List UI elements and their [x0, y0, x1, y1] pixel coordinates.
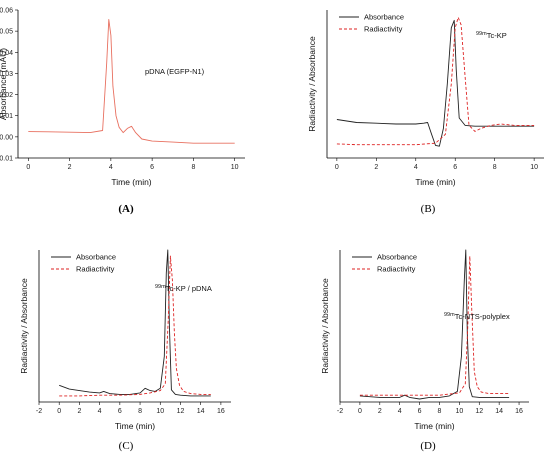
x-axis-label: Time (min) [115, 421, 155, 431]
x-tick-label: 8 [493, 164, 497, 171]
x-tick-label: 16 [217, 408, 225, 415]
x-tick-label: 16 [515, 408, 523, 415]
legend-label: Absorbance [364, 13, 404, 22]
absorbance-series-line [59, 249, 211, 397]
x-tick-label: -2 [36, 408, 42, 415]
y-tick-label: -0.01 [0, 156, 13, 163]
panel-label: (B) [421, 203, 436, 215]
y-axis-label: Radiactivity / Absorbance [19, 278, 29, 374]
x-tick-label: 6 [118, 408, 122, 415]
legend-label: Radiactivity [364, 25, 403, 34]
x-axis-label: Time (min) [415, 177, 455, 187]
x-tick-label: 0 [57, 408, 61, 415]
x-axis-label: Time (min) [111, 177, 151, 187]
panel-d: -2 0 2 4 6 8 10 12 14 16 Time (min) Radiactivity / … [320, 249, 529, 452]
panel-b: 0 2 4 6 8 10 Time (min) Radiactivity / Absorban… [307, 10, 544, 215]
radiactivity-series-line [59, 255, 211, 397]
peak-annotation: 99mTc-KP [476, 31, 507, 40]
x-tick-label: 4 [414, 164, 418, 171]
x-tick-label: -2 [337, 408, 343, 415]
radiactivity-series-line [359, 255, 510, 396]
x-tick-label: 6 [453, 164, 457, 171]
x-tick-label: 6 [418, 408, 422, 415]
panel-a: 0 2 4 6 8 10 -0.01 0.00 0.01 0.02 0.03 0.04 0.05 0.06… [0, 8, 245, 215]
trace-series-line [28, 19, 235, 144]
y-tick-label: 0.02 [0, 92, 13, 99]
x-tick-label: 6 [150, 164, 154, 171]
x-tick-label: 14 [495, 408, 503, 415]
legend-label: Absorbance [76, 253, 116, 262]
y-tick-label: 0.06 [0, 8, 13, 15]
x-tick-label: 4 [398, 408, 402, 415]
x-tick-label: 0 [335, 164, 339, 171]
x-tick-label: 2 [77, 408, 81, 415]
y-axis-label: Absorbance (mAU) [0, 48, 8, 120]
x-tick-label: 0 [26, 164, 30, 171]
y-tick-label: 0.04 [0, 50, 13, 57]
panel-label: (D) [420, 440, 436, 452]
y-tick-label: 0.05 [0, 29, 13, 36]
x-tick-label: 4 [98, 408, 102, 415]
x-tick-label: 10 [455, 408, 463, 415]
absorbance-series-line [336, 19, 535, 147]
x-tick-label: 12 [475, 408, 483, 415]
peak-annotation: pDNA (EGFP-N1) [145, 67, 205, 76]
x-tick-label: 14 [197, 408, 205, 415]
x-tick-label: 8 [138, 408, 142, 415]
x-tick-label: 4 [109, 164, 113, 171]
absorbance-series-line [359, 249, 510, 400]
legend-label: Absorbance [377, 253, 417, 262]
y-axis-label: Radiactivity / Absorbance [320, 278, 330, 374]
x-tick-label: 12 [177, 408, 185, 415]
peak-annotation: 99mTc-NTS-polyplex [444, 312, 510, 321]
panel-label: (C) [119, 440, 134, 452]
x-tick-label: 10 [231, 164, 239, 171]
x-tick-label: 8 [191, 164, 195, 171]
y-tick-label: 0.01 [0, 113, 13, 120]
x-tick-label: 0 [358, 408, 362, 415]
y-tick-label: 0.00 [0, 134, 13, 141]
y-tick-label: 0.03 [0, 71, 13, 78]
x-tick-label: 2 [374, 164, 378, 171]
peak-annotation: 99mTc-KP / pDNA [155, 284, 212, 293]
x-tick-label: 10 [530, 164, 538, 171]
x-tick-label: 2 [378, 408, 382, 415]
y-axis-label: Radiactivity / Absorbance [307, 36, 317, 132]
x-tick-label: 2 [68, 164, 72, 171]
legend-label: Radiactivity [377, 265, 416, 274]
panel-label: (A) [118, 203, 134, 215]
panel-c: -2 0 2 4 6 8 10 12 14 16 Time (min) Radiactivity / … [19, 249, 231, 452]
x-tick-label: 8 [438, 408, 442, 415]
x-axis-label: Time (min) [414, 421, 454, 431]
x-tick-label: 10 [156, 408, 164, 415]
legend-label: Radiactivity [76, 265, 115, 274]
